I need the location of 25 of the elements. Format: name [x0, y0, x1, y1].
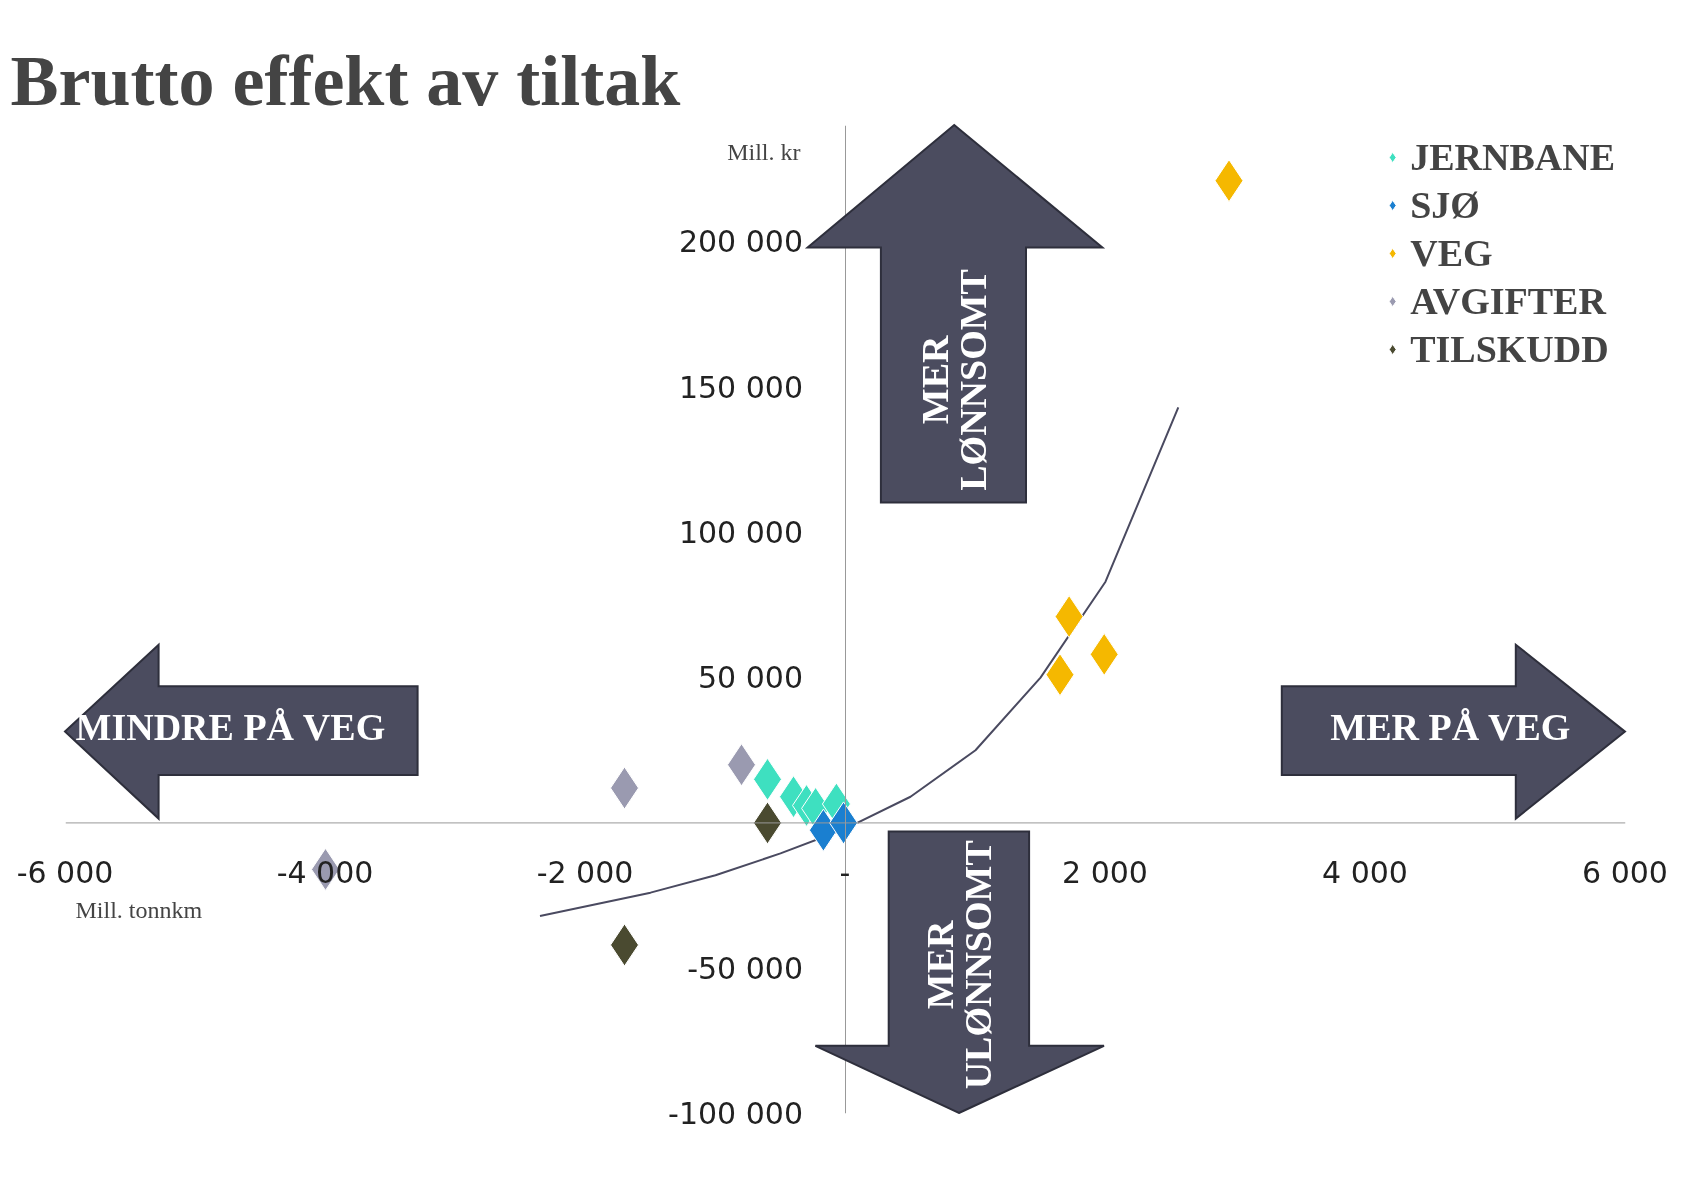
y-tick-label: 50 000	[698, 659, 803, 695]
legend-label: AVGIFTER	[1410, 279, 1606, 323]
y-axis-title: Mill. kr	[727, 139, 801, 166]
x-tick-label: -2 000	[536, 854, 634, 890]
y-tick-label: -50 000	[687, 950, 803, 986]
legend-label: TILSKUDD	[1410, 327, 1609, 371]
legend-label: VEG	[1410, 231, 1493, 275]
y-tick-label: -100 000	[668, 1095, 803, 1131]
annotation: MER PÅ VEG	[1330, 705, 1571, 748]
x-tick-label: 2 000	[1062, 854, 1148, 890]
x-tick-label: -	[839, 854, 851, 890]
y-tick-label: 150 000	[678, 369, 803, 404]
x-tick-label: 6 000	[1582, 854, 1668, 890]
legend-label: SJØ	[1410, 183, 1480, 227]
x-tick-label: -6 000	[16, 854, 114, 890]
y-tick-label: 100 000	[678, 514, 803, 550]
annotation: MER LØNNSOMT	[914, 269, 995, 491]
x-tick-label: -4 000	[276, 854, 374, 890]
x-tick-label: 4 000	[1322, 854, 1408, 890]
chart-title: Brutto effekt av tiltak	[10, 40, 681, 121]
x-axis-title: Mill. tonnkm	[75, 896, 203, 923]
annotation: MINDRE PÅ VEG	[75, 705, 386, 748]
annotation: MER ULØNNSOMT	[918, 840, 999, 1090]
legend-label: JERNBANE	[1410, 135, 1615, 179]
y-tick-label: 200 000	[678, 223, 803, 259]
